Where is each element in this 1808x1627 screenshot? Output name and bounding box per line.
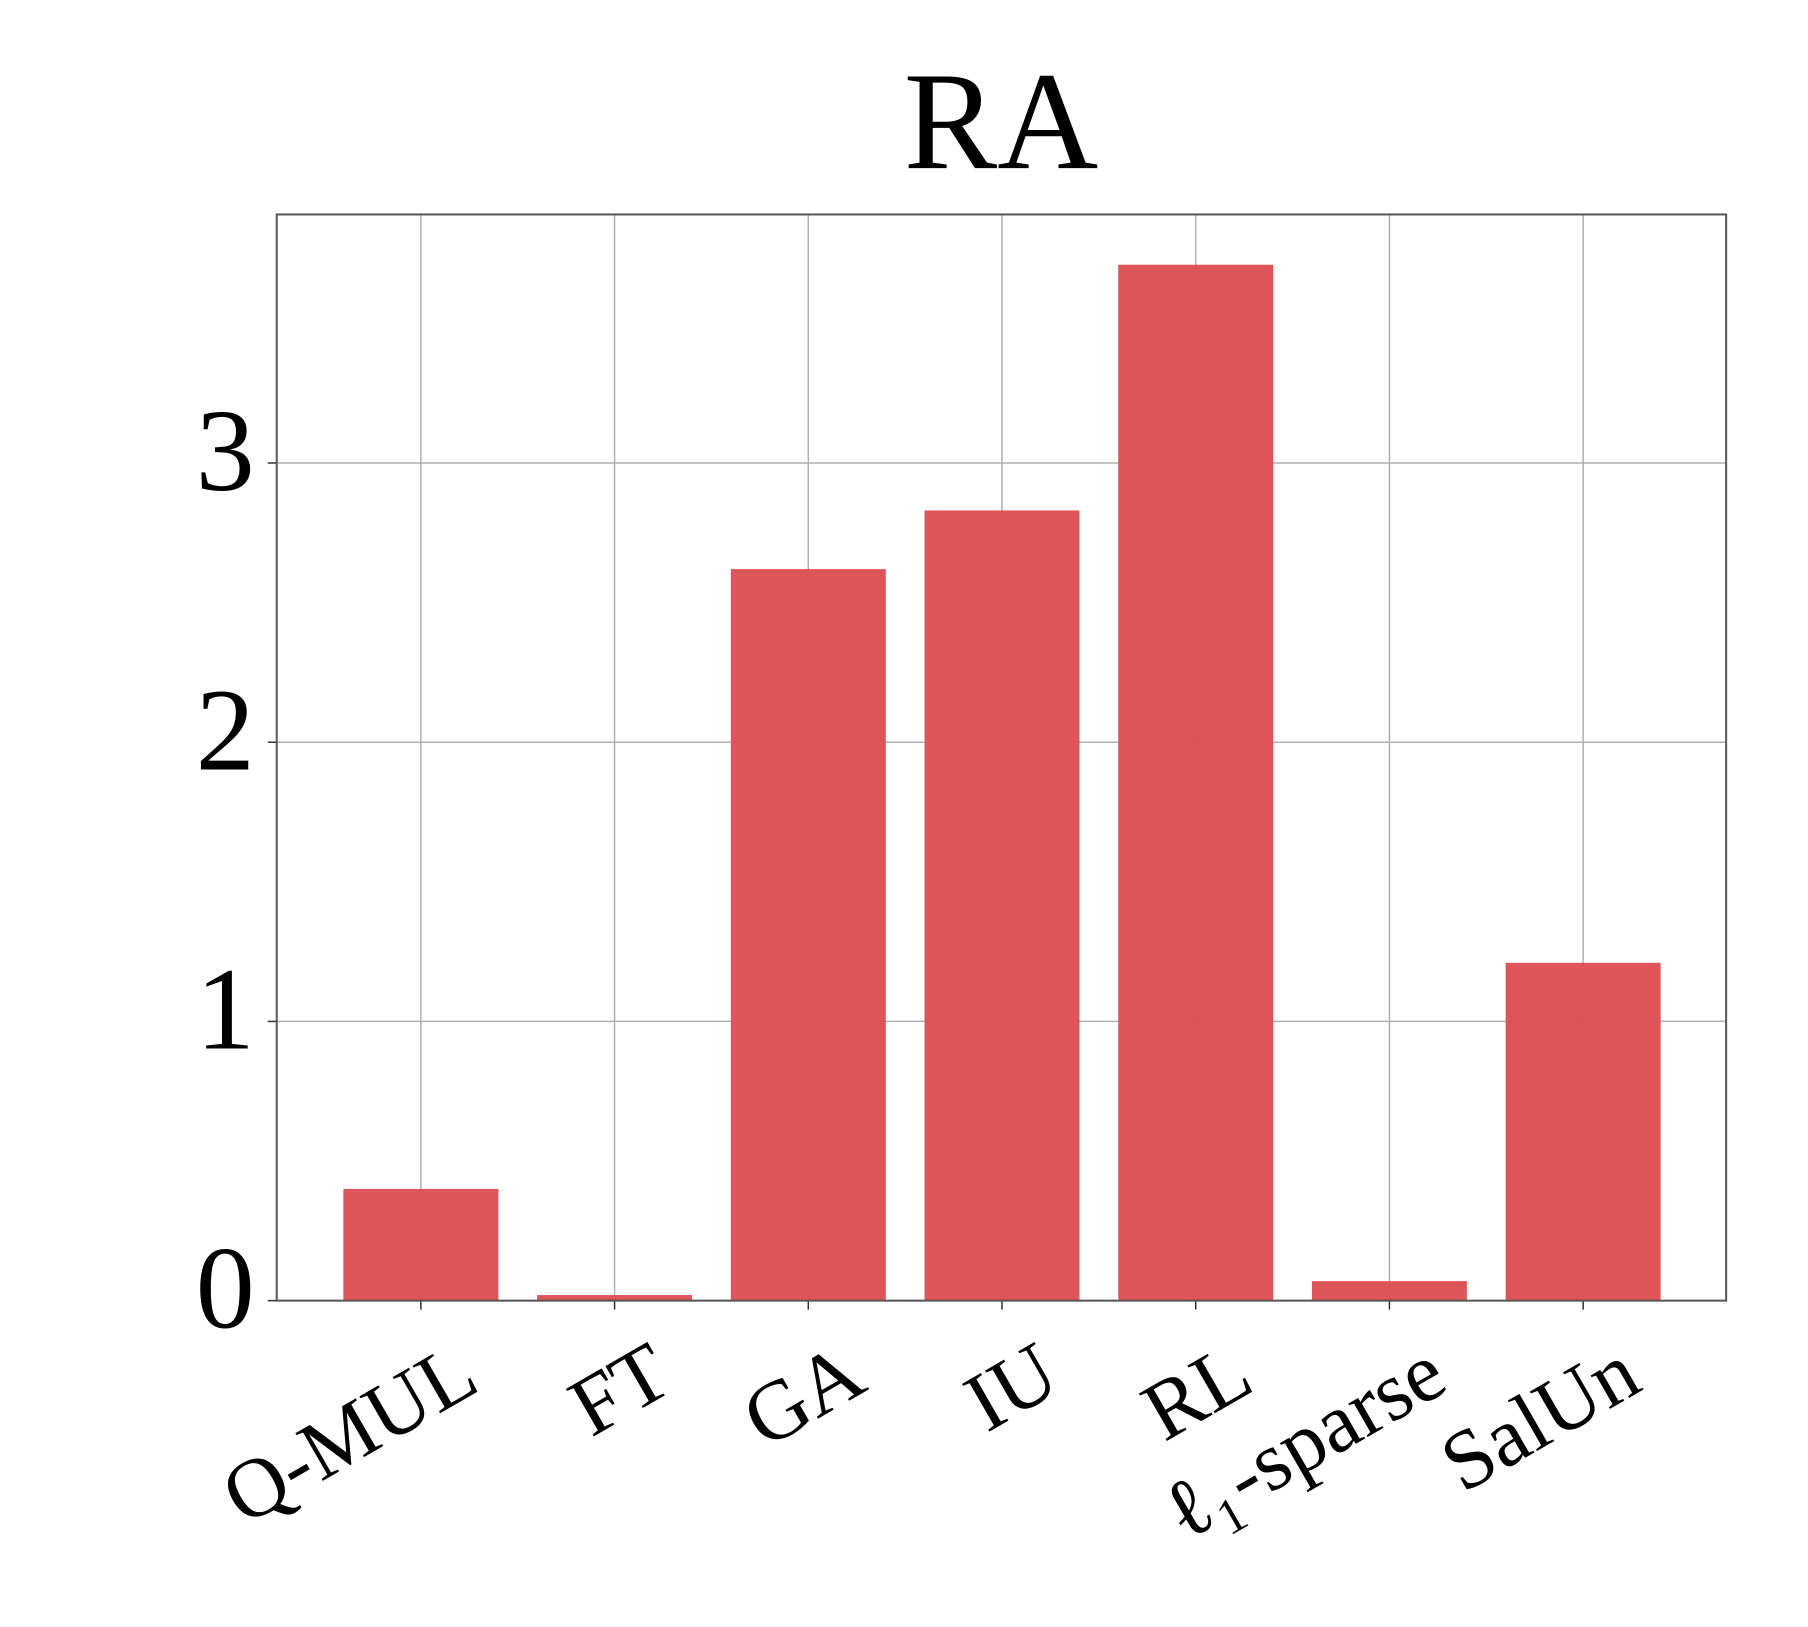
bar [537,1295,693,1301]
bar [343,1188,499,1301]
y-tick-label: 3 [196,385,255,516]
bar [924,510,1080,1301]
y-tick-label: 1 [196,944,255,1075]
bar [1311,1281,1467,1301]
bar [1505,962,1661,1301]
x-tick-label: Q-MUL [207,1325,492,1543]
bar [1118,264,1274,1301]
y-tick-label: 0 [196,1223,255,1354]
plot-frame [275,213,1728,1302]
x-tick-label: SalUn [1426,1325,1654,1511]
x-tick-label: IU [950,1325,1073,1450]
bar [730,569,886,1301]
x-tick-label: FT [554,1325,685,1455]
y-tick-label: 2 [196,664,255,795]
chart-title: RA [904,44,1098,199]
x-tick-label: GA [728,1325,880,1466]
